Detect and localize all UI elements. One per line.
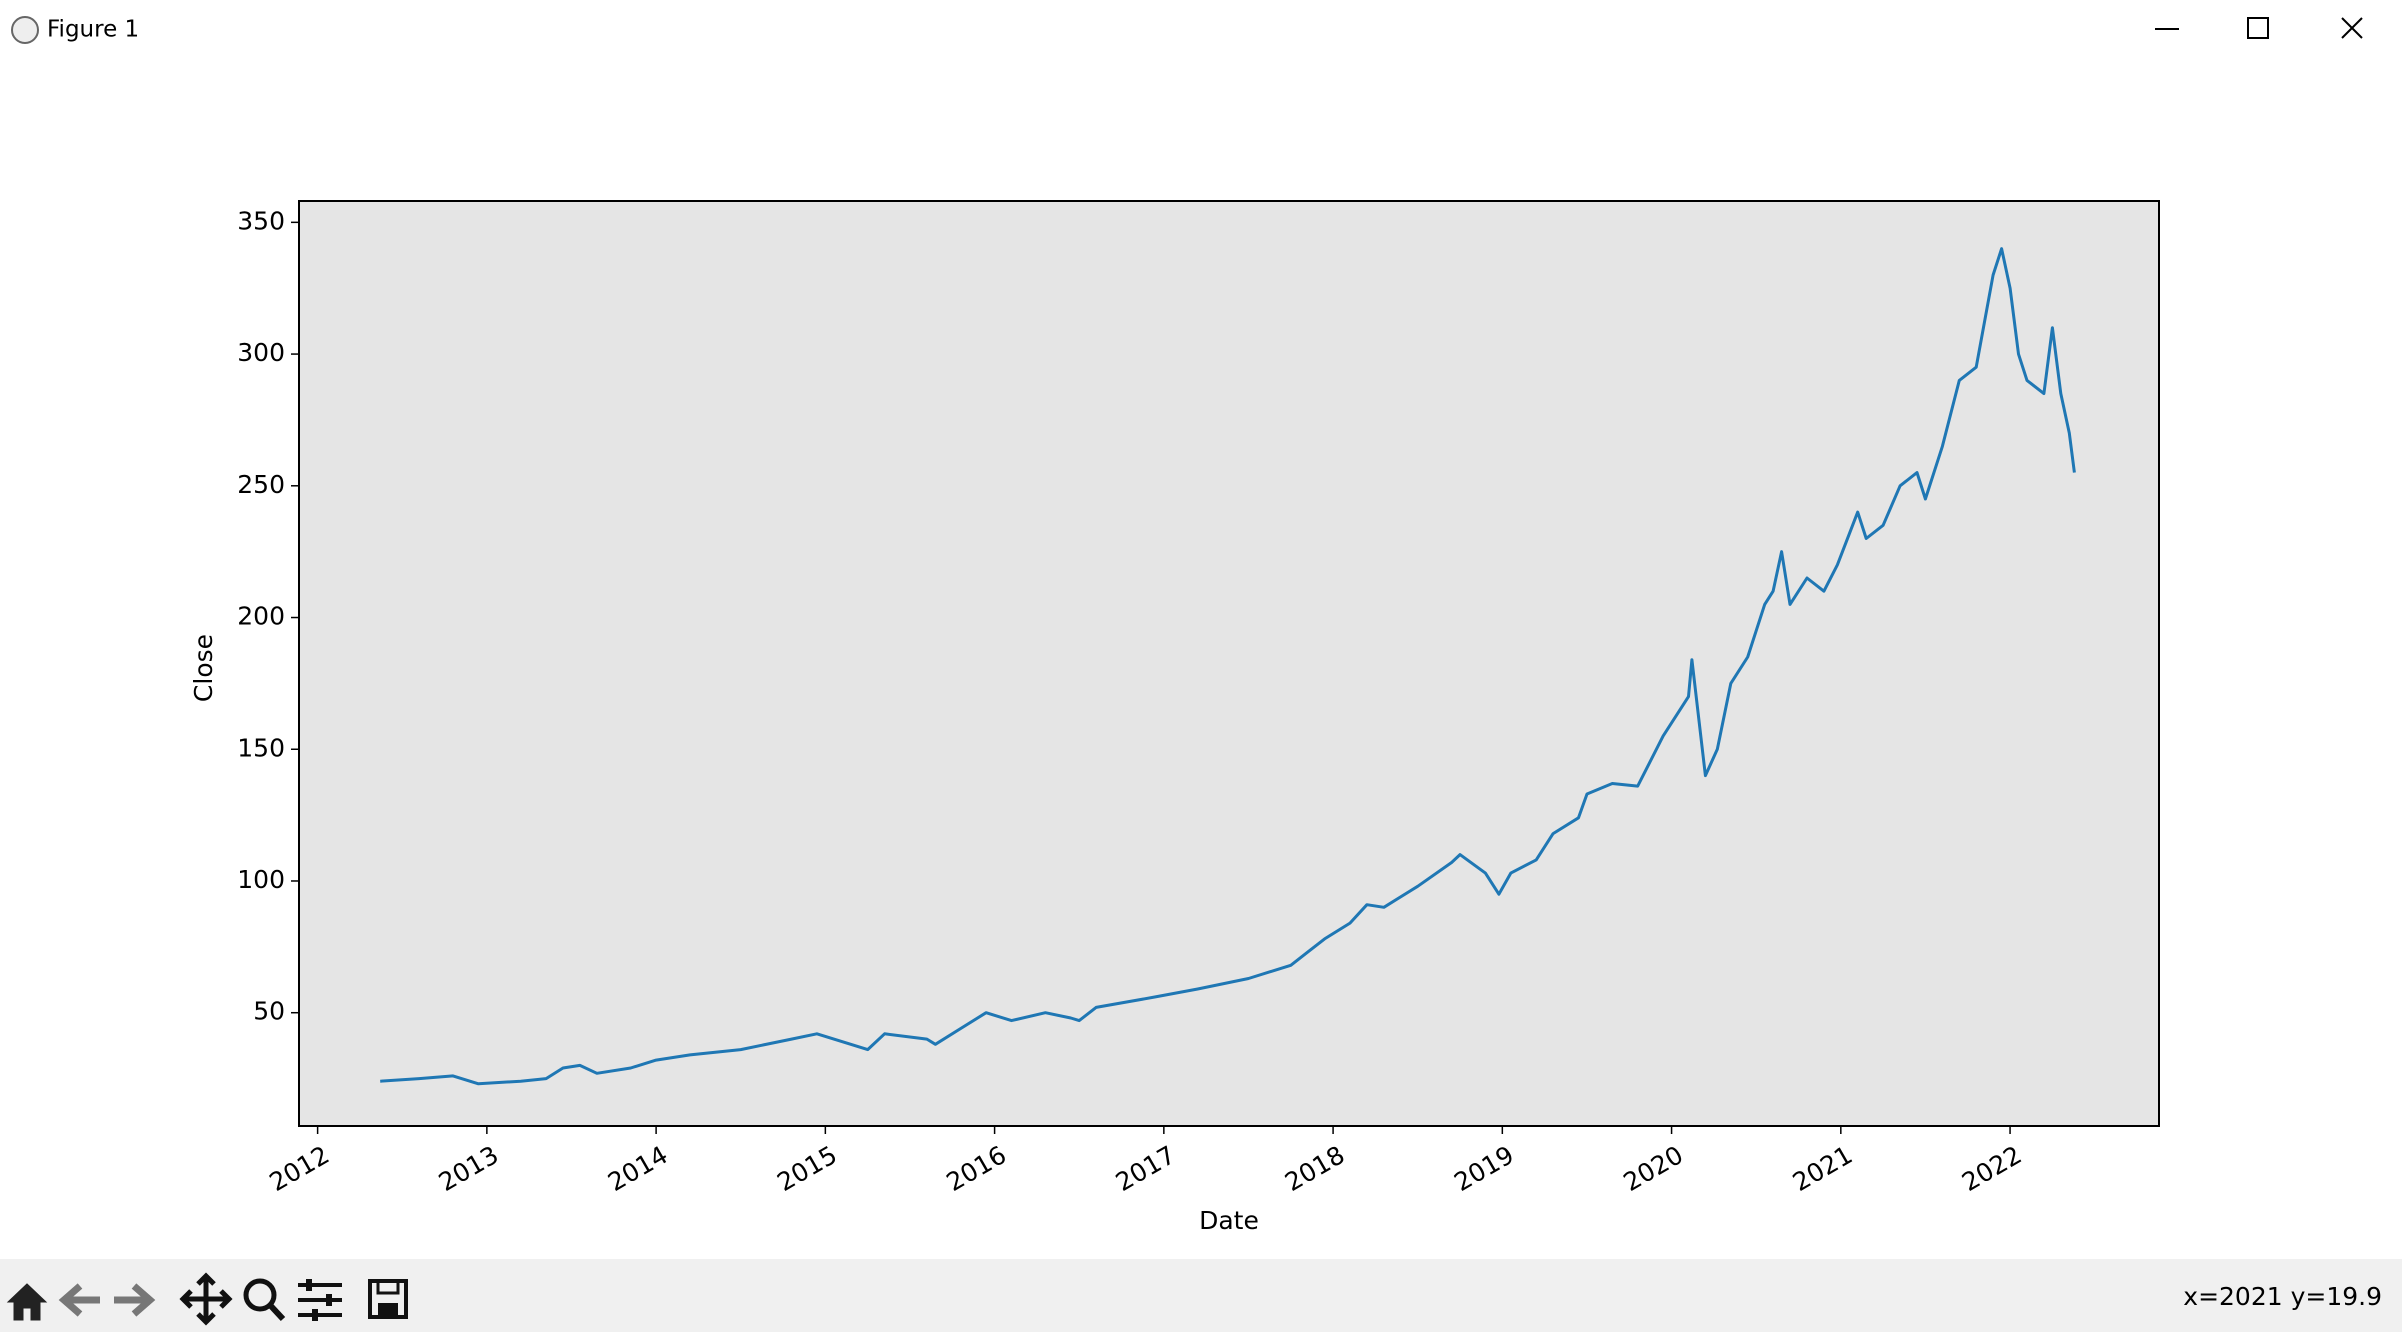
- window-title: Figure 1: [47, 17, 139, 43]
- x-tick-label: 2022: [1957, 1140, 2027, 1197]
- x-tick-label: 2019: [1449, 1140, 1519, 1197]
- pan-button[interactable]: [179, 1272, 233, 1326]
- y-tick-label: 50: [253, 997, 285, 1026]
- y-tick-label: 250: [237, 470, 285, 499]
- x-tick-label: 2018: [1280, 1140, 1350, 1197]
- x-tick-label: 2012: [265, 1140, 335, 1197]
- close-button[interactable]: [2341, 17, 2363, 39]
- y-tick-label: 200: [237, 602, 285, 631]
- back-button[interactable]: [58, 1283, 100, 1317]
- x-tick-label: 2016: [941, 1140, 1011, 1197]
- forward-button[interactable]: [114, 1283, 156, 1317]
- x-tick-label: 2013: [434, 1140, 504, 1197]
- y-tick-label: 150: [237, 733, 285, 762]
- title-bar: [0, 0, 2402, 60]
- configure-button[interactable]: [298, 1279, 342, 1321]
- x-tick-label: 2015: [772, 1140, 842, 1197]
- x-axis-label: Date: [1199, 1206, 1259, 1235]
- y-tick-label: 350: [237, 206, 285, 235]
- x-tick-label: 2017: [1111, 1140, 1181, 1197]
- status-text: x=2021 y=19.9: [2183, 1282, 2382, 1311]
- maximize-button[interactable]: [2247, 17, 2269, 39]
- y-axis-label: Close: [189, 634, 218, 702]
- y-tick-label: 100: [237, 865, 285, 894]
- x-tick-label: 2021: [1788, 1140, 1858, 1197]
- zoom-button[interactable]: [243, 1278, 286, 1322]
- y-tick-label: 300: [237, 338, 285, 367]
- home-button[interactable]: [6, 1283, 48, 1321]
- save-button[interactable]: [368, 1279, 408, 1319]
- toolbar: [0, 1259, 2402, 1332]
- data-line: [380, 247, 2076, 1086]
- x-tick-label: 2014: [603, 1140, 673, 1197]
- x-tick-label: 2020: [1618, 1140, 1688, 1197]
- app-icon: [11, 16, 39, 44]
- plot-area: [298, 200, 2160, 1127]
